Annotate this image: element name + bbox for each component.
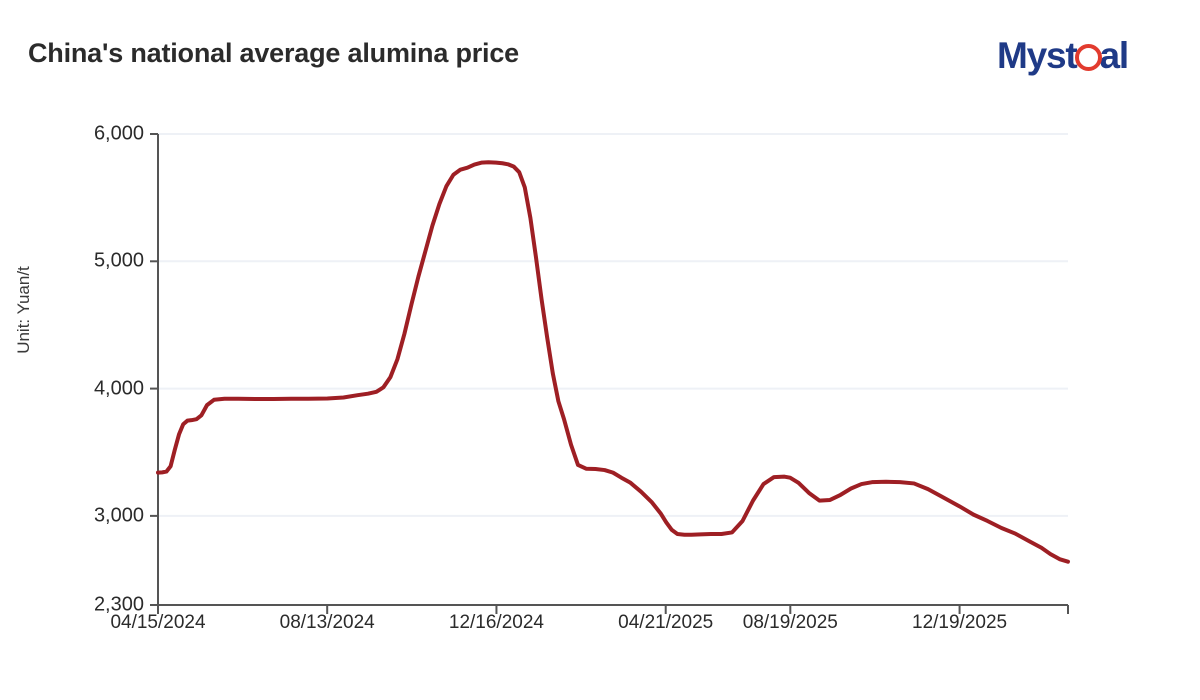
- x-axis-tick-label: 08/13/2024: [279, 612, 375, 633]
- logo-text-last: al: [1099, 34, 1130, 76]
- x-axis-tick-label: 04/15/2024: [110, 612, 206, 633]
- y-axis-tick-label: 6,000: [93, 122, 144, 145]
- y-axis-tick-label: 2,300: [93, 593, 144, 616]
- y-axis-tick-label: 3,000: [93, 504, 144, 527]
- y-axis-tick-label: 5,000: [93, 249, 144, 272]
- mysteel-logo: Myst al: [997, 33, 1130, 77]
- page-title: China's national average alumina price: [28, 38, 519, 68]
- x-axis-tick-label: 12/16/2024: [448, 612, 544, 633]
- x-axis-tick-label: 12/19/2025: [912, 612, 1008, 633]
- x-axis-tick-label: 04/21/2025: [618, 612, 714, 633]
- logo-text-first: Myst: [997, 34, 1078, 76]
- chart-header: China's national average alumina price M…: [0, 0, 1200, 100]
- logo-wordmark: Myst al: [997, 34, 1130, 76]
- y-axis-tick-label: 4,000: [93, 377, 144, 400]
- x-axis-tick-label: 08/19/2025: [742, 612, 838, 633]
- series-line-0: [156, 160, 1070, 564]
- logo-e-ring-icon: [1074, 43, 1102, 71]
